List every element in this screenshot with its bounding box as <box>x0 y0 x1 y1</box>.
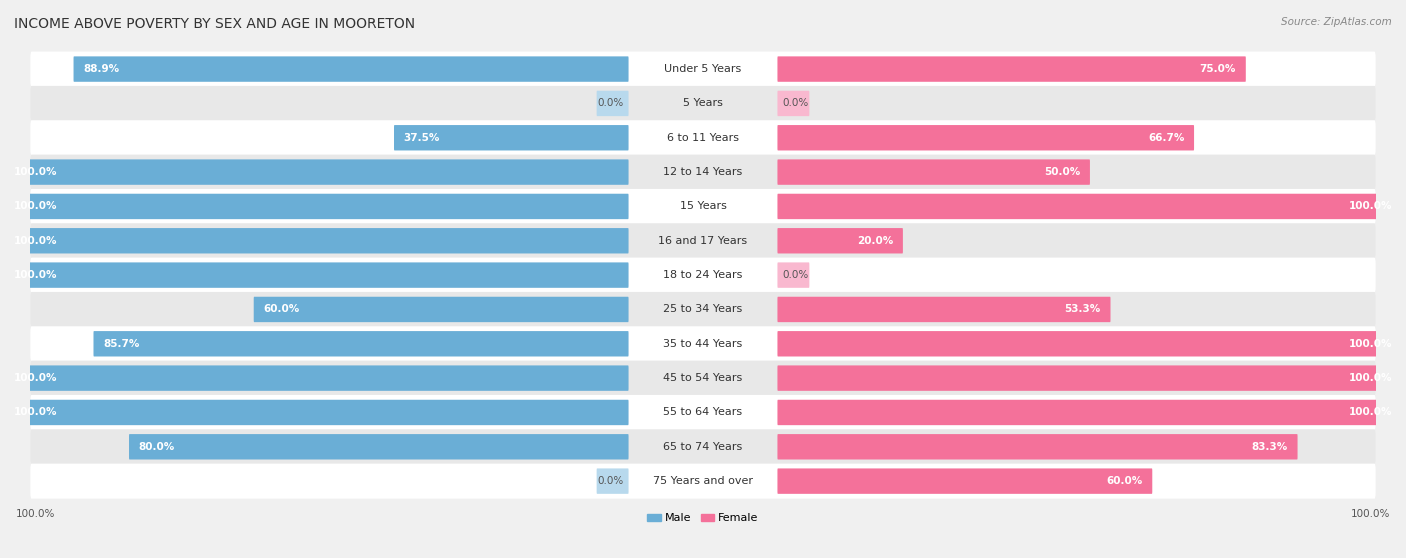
FancyBboxPatch shape <box>4 400 628 425</box>
Text: 37.5%: 37.5% <box>404 133 440 143</box>
FancyBboxPatch shape <box>778 468 1153 494</box>
FancyBboxPatch shape <box>778 365 1402 391</box>
FancyBboxPatch shape <box>778 297 1111 322</box>
FancyBboxPatch shape <box>778 91 810 116</box>
Text: 100.0%: 100.0% <box>1348 339 1392 349</box>
FancyBboxPatch shape <box>4 228 628 253</box>
FancyBboxPatch shape <box>596 468 628 494</box>
FancyBboxPatch shape <box>31 155 1375 190</box>
Text: 12 to 14 Years: 12 to 14 Years <box>664 167 742 177</box>
FancyBboxPatch shape <box>4 365 628 391</box>
FancyBboxPatch shape <box>31 258 1375 292</box>
Text: 60.0%: 60.0% <box>263 305 299 315</box>
FancyBboxPatch shape <box>31 86 1375 121</box>
FancyBboxPatch shape <box>31 120 1375 155</box>
Text: 100.0%: 100.0% <box>14 270 58 280</box>
FancyBboxPatch shape <box>129 434 628 459</box>
Text: 50.0%: 50.0% <box>1043 167 1080 177</box>
Text: 100.0%: 100.0% <box>1348 373 1392 383</box>
Text: 75 Years and over: 75 Years and over <box>652 476 754 486</box>
Text: Source: ZipAtlas.com: Source: ZipAtlas.com <box>1281 17 1392 27</box>
Text: 5 Years: 5 Years <box>683 98 723 108</box>
Text: 35 to 44 Years: 35 to 44 Years <box>664 339 742 349</box>
Legend: Male, Female: Male, Female <box>643 509 763 528</box>
Text: 66.7%: 66.7% <box>1147 133 1184 143</box>
FancyBboxPatch shape <box>31 189 1375 224</box>
Text: 0.0%: 0.0% <box>783 270 808 280</box>
FancyBboxPatch shape <box>778 125 1194 151</box>
FancyBboxPatch shape <box>4 194 628 219</box>
Text: 55 to 64 Years: 55 to 64 Years <box>664 407 742 417</box>
Text: 83.3%: 83.3% <box>1251 442 1288 452</box>
Text: 45 to 54 Years: 45 to 54 Years <box>664 373 742 383</box>
FancyBboxPatch shape <box>778 262 810 288</box>
Text: 25 to 34 Years: 25 to 34 Years <box>664 305 742 315</box>
FancyBboxPatch shape <box>31 360 1375 396</box>
Text: INCOME ABOVE POVERTY BY SEX AND AGE IN MOORETON: INCOME ABOVE POVERTY BY SEX AND AGE IN M… <box>14 17 415 31</box>
FancyBboxPatch shape <box>778 194 1402 219</box>
Text: 100.0%: 100.0% <box>1348 407 1392 417</box>
FancyBboxPatch shape <box>31 51 1375 86</box>
Text: 16 and 17 Years: 16 and 17 Years <box>658 236 748 246</box>
FancyBboxPatch shape <box>31 464 1375 499</box>
Text: 18 to 24 Years: 18 to 24 Years <box>664 270 742 280</box>
Text: Under 5 Years: Under 5 Years <box>665 64 741 74</box>
Text: 88.9%: 88.9% <box>83 64 120 74</box>
FancyBboxPatch shape <box>778 434 1298 459</box>
FancyBboxPatch shape <box>778 160 1090 185</box>
FancyBboxPatch shape <box>4 262 628 288</box>
FancyBboxPatch shape <box>31 395 1375 430</box>
Text: 0.0%: 0.0% <box>598 98 623 108</box>
FancyBboxPatch shape <box>778 56 1246 82</box>
FancyBboxPatch shape <box>394 125 628 151</box>
Text: 85.7%: 85.7% <box>103 339 139 349</box>
Text: 15 Years: 15 Years <box>679 201 727 211</box>
Text: 100.0%: 100.0% <box>14 373 58 383</box>
Text: 65 to 74 Years: 65 to 74 Years <box>664 442 742 452</box>
Text: 100.0%: 100.0% <box>14 201 58 211</box>
Text: 0.0%: 0.0% <box>783 98 808 108</box>
FancyBboxPatch shape <box>31 326 1375 361</box>
FancyBboxPatch shape <box>4 160 628 185</box>
Text: 53.3%: 53.3% <box>1064 305 1101 315</box>
Text: 0.0%: 0.0% <box>598 476 623 486</box>
FancyBboxPatch shape <box>73 56 628 82</box>
FancyBboxPatch shape <box>31 223 1375 258</box>
Text: 60.0%: 60.0% <box>1107 476 1143 486</box>
FancyBboxPatch shape <box>778 228 903 253</box>
FancyBboxPatch shape <box>778 331 1402 357</box>
FancyBboxPatch shape <box>253 297 628 322</box>
Text: 100.0%: 100.0% <box>1348 201 1392 211</box>
FancyBboxPatch shape <box>31 292 1375 327</box>
Text: 100.0%: 100.0% <box>14 407 58 417</box>
FancyBboxPatch shape <box>93 331 628 357</box>
FancyBboxPatch shape <box>31 429 1375 464</box>
Text: 6 to 11 Years: 6 to 11 Years <box>666 133 740 143</box>
FancyBboxPatch shape <box>596 91 628 116</box>
Text: 20.0%: 20.0% <box>856 236 893 246</box>
Text: 100.0%: 100.0% <box>14 167 58 177</box>
Text: 75.0%: 75.0% <box>1199 64 1236 74</box>
Text: 100.0%: 100.0% <box>14 236 58 246</box>
Text: 80.0%: 80.0% <box>139 442 174 452</box>
FancyBboxPatch shape <box>778 400 1402 425</box>
